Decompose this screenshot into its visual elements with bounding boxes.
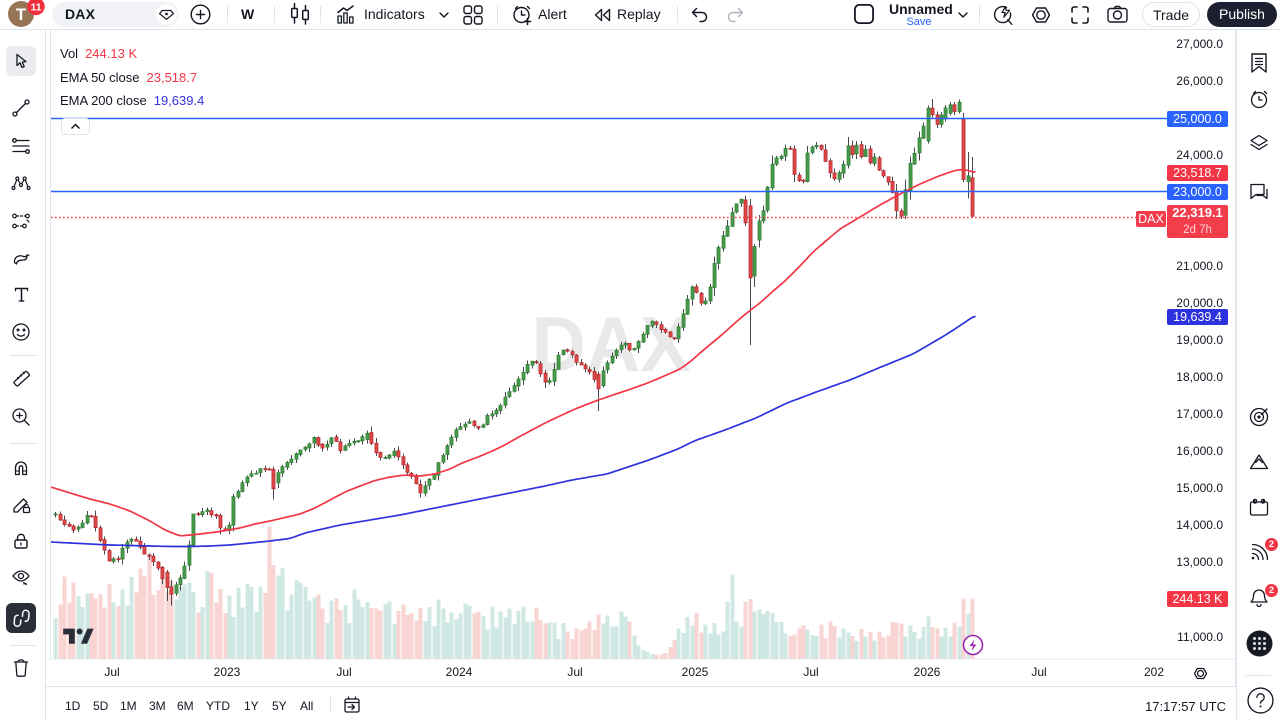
svg-text:DAX: DAX	[532, 300, 691, 388]
svg-text:11: 11	[30, 1, 41, 13]
svg-text:T: T	[16, 5, 27, 24]
